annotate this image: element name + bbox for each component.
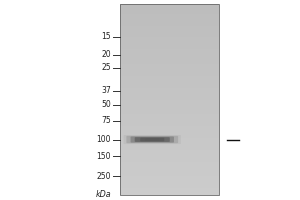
Text: 75: 75 [101, 116, 111, 125]
Bar [120, 78, 219, 81]
Text: 25: 25 [101, 63, 111, 72]
Bar [120, 90, 219, 92]
Bar [120, 66, 219, 69]
Text: 250: 250 [97, 172, 111, 181]
Bar [120, 164, 219, 167]
Bar [120, 114, 219, 116]
Bar [120, 76, 219, 78]
Bar [120, 54, 219, 57]
Bar [120, 83, 219, 85]
Bar [120, 145, 219, 148]
Bar [120, 193, 219, 195]
Bar [120, 116, 219, 119]
FancyBboxPatch shape [135, 137, 170, 142]
Bar [120, 18, 219, 21]
Bar [120, 162, 219, 164]
Bar [120, 157, 219, 159]
Bar [120, 71, 219, 73]
Bar [120, 56, 219, 59]
Text: 15: 15 [101, 32, 111, 41]
Bar [120, 176, 219, 179]
Bar [120, 35, 219, 37]
Bar [120, 133, 219, 136]
Bar [120, 128, 219, 131]
Bar [120, 131, 219, 133]
Text: 150: 150 [97, 152, 111, 161]
Bar [120, 138, 219, 140]
Bar [120, 6, 219, 9]
FancyBboxPatch shape [145, 138, 159, 141]
Bar [120, 11, 219, 14]
Bar [120, 99, 219, 102]
Text: 37: 37 [101, 86, 111, 95]
Bar [120, 32, 219, 35]
Bar [120, 52, 219, 54]
Bar [120, 42, 219, 45]
Bar [120, 154, 219, 157]
Bar [120, 126, 219, 128]
Bar [120, 135, 219, 138]
Bar [120, 4, 219, 6]
Bar [120, 80, 219, 83]
Bar [120, 40, 219, 42]
Bar [120, 64, 219, 66]
Text: kDa: kDa [95, 190, 111, 199]
Bar [120, 109, 219, 112]
Bar [120, 123, 219, 126]
Bar [120, 140, 219, 143]
Bar [120, 150, 219, 152]
Text: 50: 50 [101, 100, 111, 109]
Bar [120, 21, 219, 23]
Bar [120, 30, 219, 33]
Bar [120, 59, 219, 61]
Bar [120, 190, 219, 193]
Bar [120, 186, 219, 188]
Bar [120, 102, 219, 104]
Bar [120, 49, 219, 52]
Bar [120, 169, 219, 171]
Bar [120, 104, 219, 107]
Bar [120, 171, 219, 174]
Bar [120, 4, 219, 195]
Bar [120, 85, 219, 88]
Bar [120, 119, 219, 121]
Bar [120, 28, 219, 30]
Bar [120, 37, 219, 40]
Bar [120, 44, 219, 47]
Text: 20: 20 [101, 50, 111, 59]
Bar [120, 159, 219, 162]
Bar [120, 88, 219, 90]
Bar [120, 147, 219, 150]
FancyBboxPatch shape [126, 136, 178, 143]
Bar [120, 152, 219, 155]
Bar [120, 107, 219, 109]
FancyBboxPatch shape [130, 137, 174, 143]
Bar [120, 188, 219, 191]
Bar [120, 111, 219, 114]
Bar [120, 178, 219, 181]
FancyBboxPatch shape [140, 138, 164, 141]
Bar [120, 97, 219, 100]
FancyBboxPatch shape [124, 135, 181, 144]
Bar [120, 61, 219, 64]
Bar [120, 92, 219, 95]
Bar [120, 23, 219, 26]
Bar [120, 183, 219, 186]
Bar [120, 13, 219, 16]
Bar [120, 121, 219, 124]
Bar [120, 166, 219, 169]
Bar [120, 9, 219, 11]
Bar [120, 73, 219, 76]
Bar [120, 47, 219, 49]
Text: 100: 100 [97, 135, 111, 144]
Bar [120, 16, 219, 18]
Bar [120, 174, 219, 176]
Bar [120, 25, 219, 28]
Bar [120, 181, 219, 183]
Bar [120, 143, 219, 145]
Bar [120, 95, 219, 97]
Bar [120, 68, 219, 71]
